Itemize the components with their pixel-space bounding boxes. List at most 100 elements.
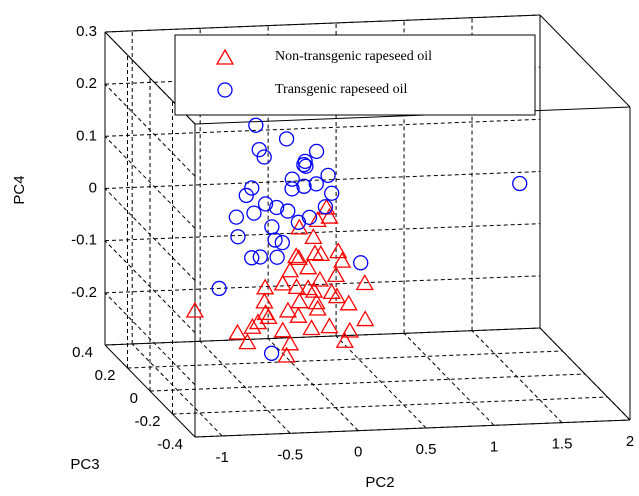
data-point — [329, 242, 348, 259]
data-point — [289, 249, 308, 265]
data-point — [287, 278, 306, 294]
z-tick-label: 0 — [89, 179, 97, 196]
data-point — [296, 178, 312, 194]
data-point — [273, 321, 292, 338]
data-point — [280, 334, 300, 351]
data-point — [256, 278, 275, 295]
y-tick-label: 0.4 — [72, 344, 93, 361]
data-point — [246, 205, 262, 221]
data-point — [324, 185, 340, 201]
data-point — [238, 333, 257, 350]
data-point — [320, 207, 339, 224]
data-point — [353, 255, 369, 271]
grid-line — [131, 343, 223, 437]
data-point — [296, 157, 312, 173]
data-point — [267, 232, 283, 248]
x-tick-label: 2 — [626, 433, 634, 450]
data-point — [340, 321, 359, 338]
data-point — [185, 301, 204, 318]
data-point — [320, 167, 336, 184]
data-point — [269, 249, 285, 265]
legend-label: Non-transgenic rapeseed oil — [275, 49, 432, 64]
data-point — [280, 203, 296, 219]
x-tick-label: -1 — [216, 449, 229, 466]
z-tick-label: 0.1 — [76, 127, 97, 144]
data-point — [244, 180, 260, 196]
data-point — [308, 211, 327, 227]
grid-line — [104, 118, 541, 137]
data-point — [256, 304, 275, 321]
data-point — [255, 292, 274, 309]
data-point — [230, 229, 246, 245]
data-point — [311, 245, 330, 261]
data-point — [273, 274, 292, 291]
data-point — [284, 171, 300, 187]
legend-marker — [217, 82, 233, 98]
data-point — [228, 323, 247, 340]
data-point — [251, 141, 267, 158]
data-point — [356, 310, 375, 327]
data-point — [304, 281, 324, 298]
data-point — [274, 234, 290, 251]
x-tick-label: 1.5 — [552, 436, 573, 453]
x-tick-label: -0.5 — [277, 446, 303, 463]
data-point — [248, 117, 264, 133]
data-point — [284, 181, 300, 197]
data-point — [307, 293, 326, 310]
grid-line — [104, 327, 541, 346]
x-tick-label: 0.5 — [416, 441, 437, 458]
grid-line — [104, 135, 196, 229]
data-point — [290, 292, 309, 309]
x-tick-label: 0 — [354, 444, 362, 461]
grid-line — [199, 340, 291, 434]
data-point — [263, 345, 280, 361]
data-point — [320, 317, 339, 334]
grid-line — [149, 373, 586, 392]
data-point — [339, 294, 358, 311]
data-point — [256, 149, 272, 165]
data-point — [278, 301, 298, 318]
data-point — [277, 346, 296, 363]
data-point — [290, 214, 307, 230]
box-edge — [539, 14, 631, 108]
grid-line — [403, 332, 495, 426]
z-tick-label: 0.2 — [76, 75, 97, 92]
data-point — [326, 266, 346, 283]
data-point — [252, 249, 268, 265]
legend-label: Transgenic rapeseed oil — [275, 82, 408, 97]
data-point — [317, 199, 334, 215]
z-tick-label: -0.1 — [71, 232, 97, 249]
data-point — [308, 143, 325, 160]
grid-line — [104, 275, 541, 294]
data-point — [335, 331, 354, 348]
data-point — [228, 209, 244, 225]
grid-line — [104, 83, 196, 177]
x-axis-label: PC2 — [365, 474, 394, 491]
data-point — [310, 270, 330, 287]
data-point — [355, 274, 374, 291]
data-point — [244, 250, 260, 266]
data-point — [327, 287, 347, 304]
data-point — [302, 319, 321, 336]
grid-line — [127, 350, 563, 369]
data-point — [512, 175, 528, 192]
legend-marker — [215, 48, 235, 65]
grid-line — [104, 240, 196, 334]
data-point — [298, 158, 314, 174]
legend-box — [174, 34, 536, 116]
data-point — [299, 279, 318, 296]
data-point — [289, 306, 308, 323]
data-point — [243, 317, 262, 334]
grid-line — [194, 419, 631, 438]
y-tick-label: -0.2 — [135, 413, 161, 430]
data-point — [299, 258, 318, 275]
y-tick-label: -0.4 — [157, 436, 183, 453]
data-point — [269, 199, 285, 216]
z-tick-label: 0.3 — [76, 23, 97, 40]
grid-line — [104, 223, 541, 242]
grid-line — [104, 14, 541, 33]
data-point — [304, 228, 323, 245]
y-tick-label: 0.2 — [95, 367, 116, 384]
grid-line — [104, 188, 196, 281]
